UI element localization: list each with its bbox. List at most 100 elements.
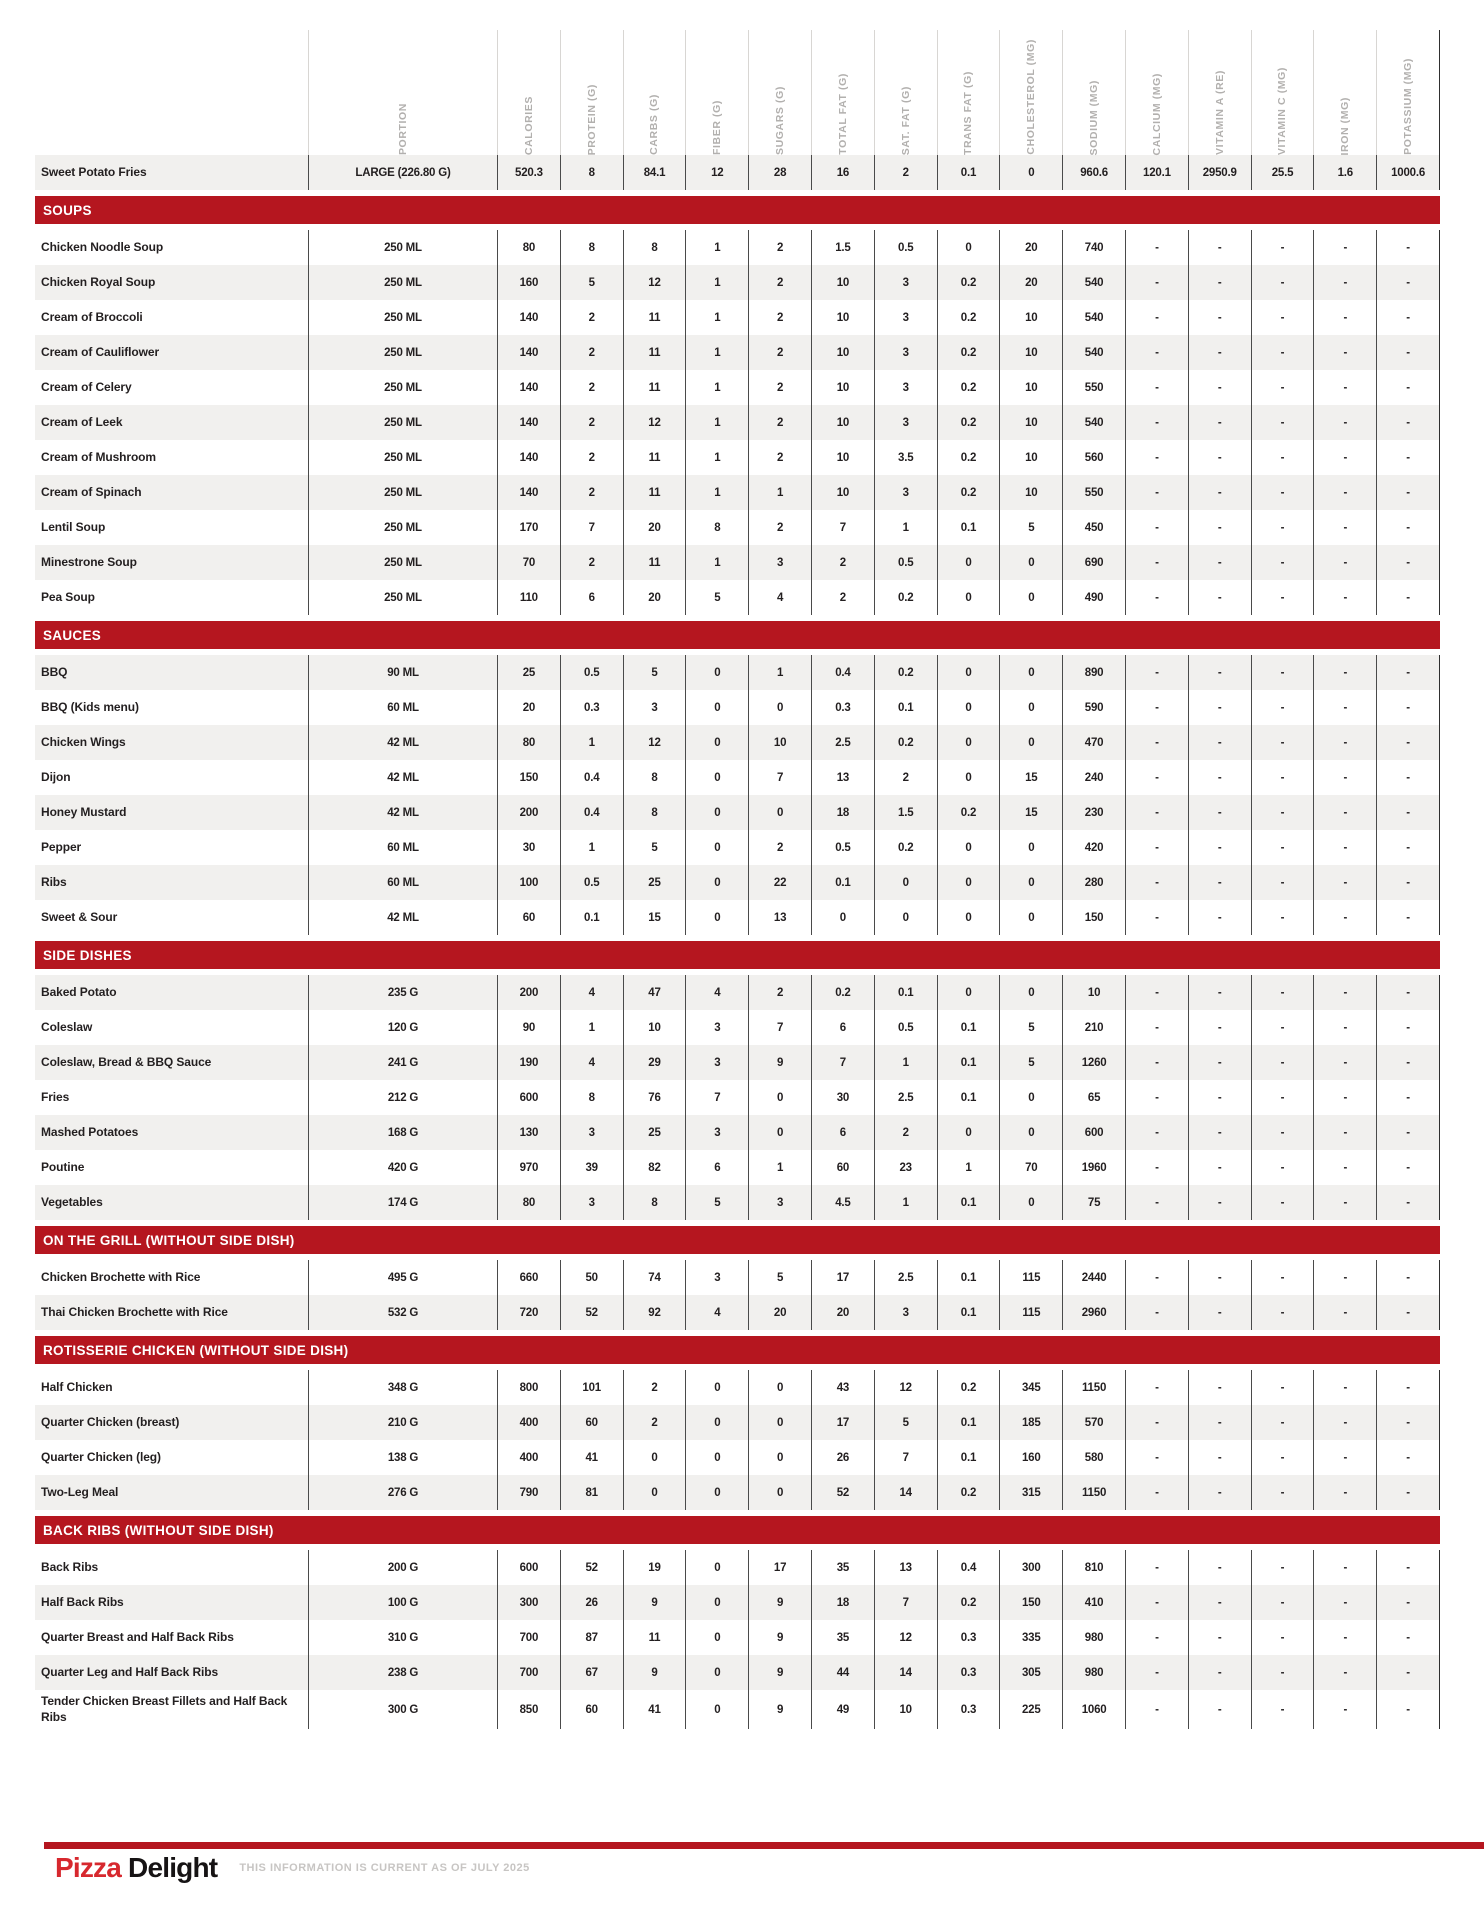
cell-total-fat-g: 17 (810, 1260, 874, 1295)
item-name: Tender Chicken Breast Fillets and Half B… (41, 1694, 288, 1724)
column-header-label: CHOLESTEROL (MG) (1025, 39, 1038, 155)
cell-trans-fat-g: 0.2 (936, 1475, 1000, 1510)
cell-sugars-g: 4 (748, 580, 811, 615)
cell-vitamin-c-mg: - (1250, 1080, 1314, 1115)
cell-cholesterol-mg: 70 (999, 1150, 1062, 1185)
cell-portion: 250 ML (308, 370, 497, 405)
cell-vitamin-a-re: - (1187, 1620, 1251, 1655)
cell-vitamin-c-mg: - (1250, 1475, 1314, 1510)
cell-vitamin-c-mg: - (1250, 370, 1314, 405)
column-header-total-fat-g: TOTAL FAT (G) (810, 30, 874, 155)
cell-sat-fat-g: 14 (873, 1475, 937, 1510)
cell-iron-mg: - (1313, 1585, 1376, 1620)
cell-vitamin-c-mg: - (1250, 230, 1314, 265)
table-row-tender-chicken-breast-fillets-and-half-back-ribs: Tender Chicken Breast Fillets and Half B… (35, 1690, 1440, 1730)
item-name: Cream of Leek (41, 414, 123, 429)
cell-sat-fat-g: 10 (873, 1690, 937, 1730)
cell-sugars-g: 2 (748, 370, 811, 405)
footer: Pizza Delight THIS INFORMATION IS CURRENT… (55, 1851, 530, 1885)
cell-portion: 250 ML (308, 300, 497, 335)
cell-potassium-mg: - (1376, 1185, 1439, 1220)
item-name: Chicken Noodle Soup (41, 239, 164, 254)
cell-sodium-mg: 690 (1062, 545, 1125, 580)
cell-potassium-mg: - (1376, 1690, 1439, 1730)
cell-cholesterol-mg: 300 (999, 1550, 1062, 1585)
cell-potassium-mg: - (1376, 1080, 1439, 1115)
cell-sat-fat-g: 2 (873, 1115, 937, 1150)
cell-total-fat-g: 52 (810, 1475, 874, 1510)
cell-sodium-mg: 540 (1062, 335, 1125, 370)
cell-sat-fat-g: 0.1 (873, 690, 937, 725)
cell-iron-mg: - (1313, 760, 1376, 795)
cell-sat-fat-g: 3 (873, 475, 937, 510)
cell-fiber-g: 8 (685, 510, 748, 545)
cell-total-fat-g: 35 (810, 1550, 874, 1585)
cell-sugars-g: 0 (748, 1370, 811, 1405)
cell-total-fat-g: 0 (810, 900, 874, 935)
cell-iron-mg: - (1313, 265, 1376, 300)
cell-fiber-g: 1 (685, 440, 748, 475)
column-header-sat-fat-g: SAT. FAT (G) (873, 30, 937, 155)
cell-fiber-g: 1 (685, 370, 748, 405)
cell-iron-mg: - (1313, 335, 1376, 370)
cell-trans-fat-g: 0.1 (936, 1440, 1000, 1475)
item-name: Pea Soup (41, 589, 95, 604)
cell-calcium-mg: - (1124, 1475, 1188, 1510)
cell-carbs-g: 8 (622, 1185, 686, 1220)
column-header-vitamin-a-re: VITAMIN A (RE) (1187, 30, 1251, 155)
table-row-bbq-kids-menu: BBQ (Kids menu) 60 ML 20 0.3 3 0 0 0.3 0.1 0 0 590-… (35, 690, 1440, 725)
cell-trans-fat-g: 0.2 (936, 405, 1000, 440)
cell-calcium-mg: - (1124, 975, 1188, 1010)
cell-sugars-g: 28 (748, 155, 811, 190)
cell-total-fat-g: 6 (810, 1115, 874, 1150)
cell-sugars-g: 20 (748, 1295, 811, 1330)
cell-sugars-g: 2 (748, 975, 811, 1010)
column-header-label: PORTION (397, 102, 409, 155)
cell-calcium-mg: - (1124, 655, 1188, 690)
cell-sodium-mg: 550 (1062, 370, 1125, 405)
cell-protein-g: 52 (559, 1295, 623, 1330)
cell-cholesterol-mg: 0 (999, 545, 1062, 580)
cell-protein-g: 3 (559, 1115, 623, 1150)
cell-trans-fat-g: 0 (936, 690, 1000, 725)
cell-portion: 250 ML (308, 230, 497, 265)
cell-trans-fat-g: 0 (936, 975, 1000, 1010)
table-row-chicken-brochette-with-rice: Chicken Brochette with Rice 495 G 660 50 74 3… (35, 1260, 1440, 1295)
cell-vitamin-a-re: - (1187, 1295, 1251, 1330)
cell-calories: 720 (497, 1295, 560, 1330)
cell-vitamin-c-mg: - (1250, 1260, 1314, 1295)
cell-vitamin-a-re: - (1187, 335, 1251, 370)
cell-potassium-mg: - (1376, 1370, 1439, 1405)
cell-calcium-mg: - (1124, 1585, 1188, 1620)
cell-vitamin-a-re: - (1187, 300, 1251, 335)
cell-vitamin-a-re: - (1187, 1010, 1251, 1045)
cell-trans-fat-g: 0.3 (936, 1690, 1000, 1730)
cell-total-fat-g: 10 (810, 370, 874, 405)
cell-sat-fat-g: 0 (873, 900, 937, 935)
cell-sugars-g: 9 (748, 1585, 811, 1620)
cell-portion: 420 G (308, 1150, 497, 1185)
item-name: Back Ribs (41, 1559, 99, 1574)
cell-total-fat-g: 10 (810, 475, 874, 510)
cell-cholesterol-mg: 315 (999, 1475, 1062, 1510)
cell-iron-mg: - (1313, 975, 1376, 1010)
cell-iron-mg: - (1313, 370, 1376, 405)
cell-carbs-g: 5 (622, 655, 686, 690)
cell-potassium-mg: - (1376, 1475, 1439, 1510)
table-row-pea-soup: Pea Soup 250 ML 110 6 20 5 4 2 0.2 0 0 490- - - - - (35, 580, 1440, 615)
cell-vitamin-a-re: - (1187, 545, 1251, 580)
cell-protein-g: 2 (559, 335, 623, 370)
cell-carbs-g: 9 (622, 1585, 686, 1620)
cell-portion: 250 ML (308, 265, 497, 300)
table-row-sweet-potato-fries: Sweet Potato Fries LARGE (226.80 G) 520.3 8… (35, 155, 1440, 190)
item-name: Cream of Spinach (41, 484, 142, 499)
cell-cholesterol-mg: 0 (999, 1115, 1062, 1150)
cell-vitamin-c-mg: - (1250, 440, 1314, 475)
cell-potassium-mg: - (1376, 1295, 1439, 1330)
cell-sodium-mg: 150 (1062, 900, 1125, 935)
cell-trans-fat-g: 0 (936, 230, 1000, 265)
column-header-label: FIBER (G) (711, 100, 724, 155)
cell-vitamin-c-mg: - (1250, 1150, 1314, 1185)
cell-potassium-mg: - (1376, 760, 1439, 795)
cell-trans-fat-g: 0.1 (936, 510, 1000, 545)
